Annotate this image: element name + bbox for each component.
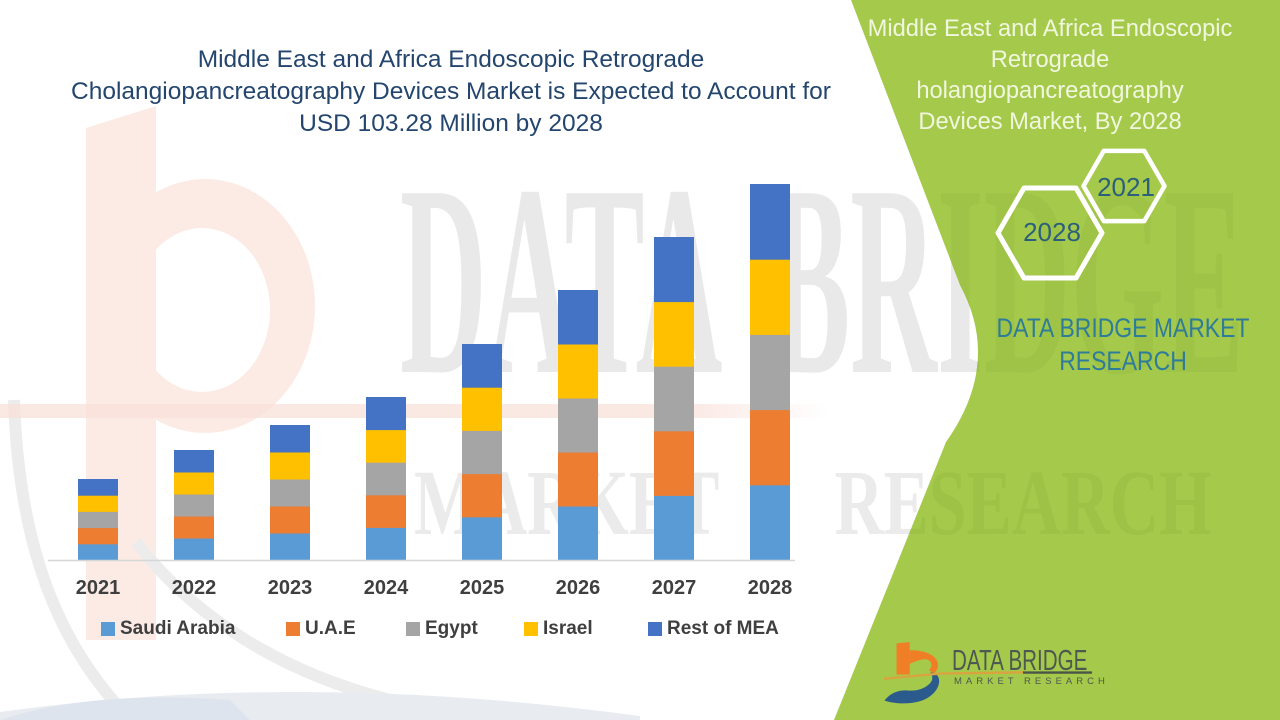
svg-text:2021: 2021 bbox=[1097, 172, 1155, 202]
svg-text:2028: 2028 bbox=[1023, 217, 1081, 247]
